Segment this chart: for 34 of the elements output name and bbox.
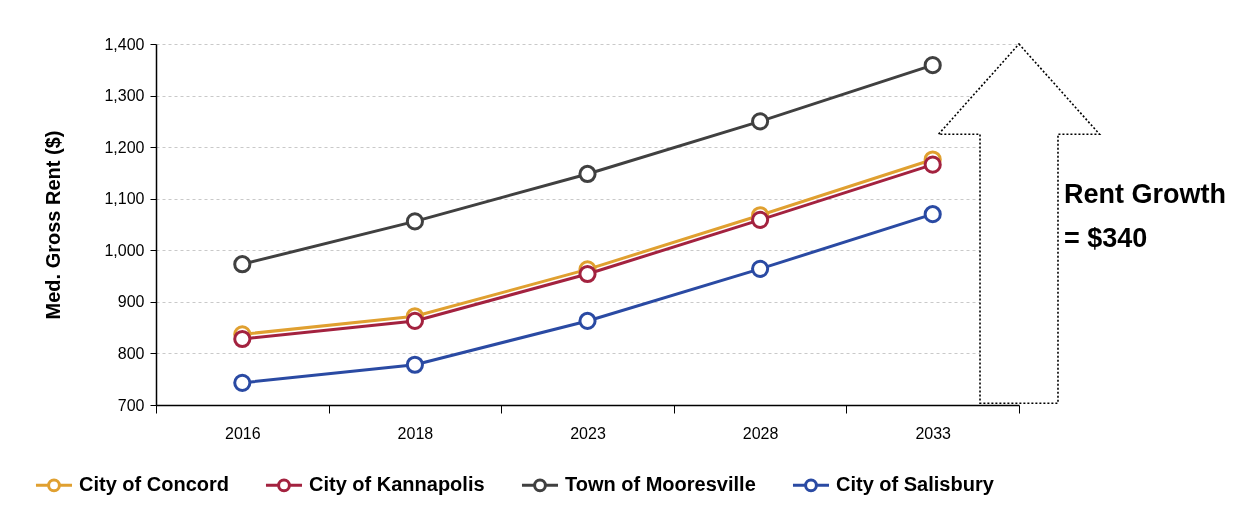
y-tick-label: 1,100 [104, 190, 145, 208]
text: Rent Growth = $340 [1064, 179, 1226, 253]
y-tick-label: 700 [117, 396, 145, 414]
x-tick-label: 2018 [397, 424, 434, 442]
y-tick-label: 900 [117, 293, 145, 311]
point [578, 311, 597, 331]
point [751, 112, 770, 131]
point [405, 355, 424, 374]
legend-label: City of Kannapolis [309, 473, 485, 496]
point [923, 205, 942, 224]
y-axis-title: Med. Gross Rent ($) [42, 130, 65, 320]
x-tick-label: 2016 [225, 424, 261, 442]
point [233, 255, 252, 274]
point [751, 210, 770, 229]
point [233, 373, 252, 392]
y-tick-label: 1,400 [104, 35, 145, 53]
point [751, 259, 770, 278]
point [578, 164, 597, 184]
y-tick-label: 1,300 [104, 87, 145, 105]
legend-label: Town of Mooresville [565, 473, 756, 496]
point [923, 155, 942, 174]
point [405, 212, 424, 231]
point [233, 329, 252, 349]
x-tick-label: 2023 [570, 424, 606, 442]
y-tick-label: 1,000 [104, 241, 145, 259]
point [923, 56, 942, 75]
legend-label: City of Salisbury [836, 473, 995, 496]
y-tick-label: 800 [117, 344, 145, 362]
y-tick-label: 1,200 [104, 138, 145, 156]
x-tick-label: 2028 [742, 424, 779, 442]
point [578, 264, 597, 284]
point [405, 311, 424, 331]
x-tick-label: 2033 [915, 424, 952, 442]
legend-label: City of Concord [79, 473, 229, 496]
